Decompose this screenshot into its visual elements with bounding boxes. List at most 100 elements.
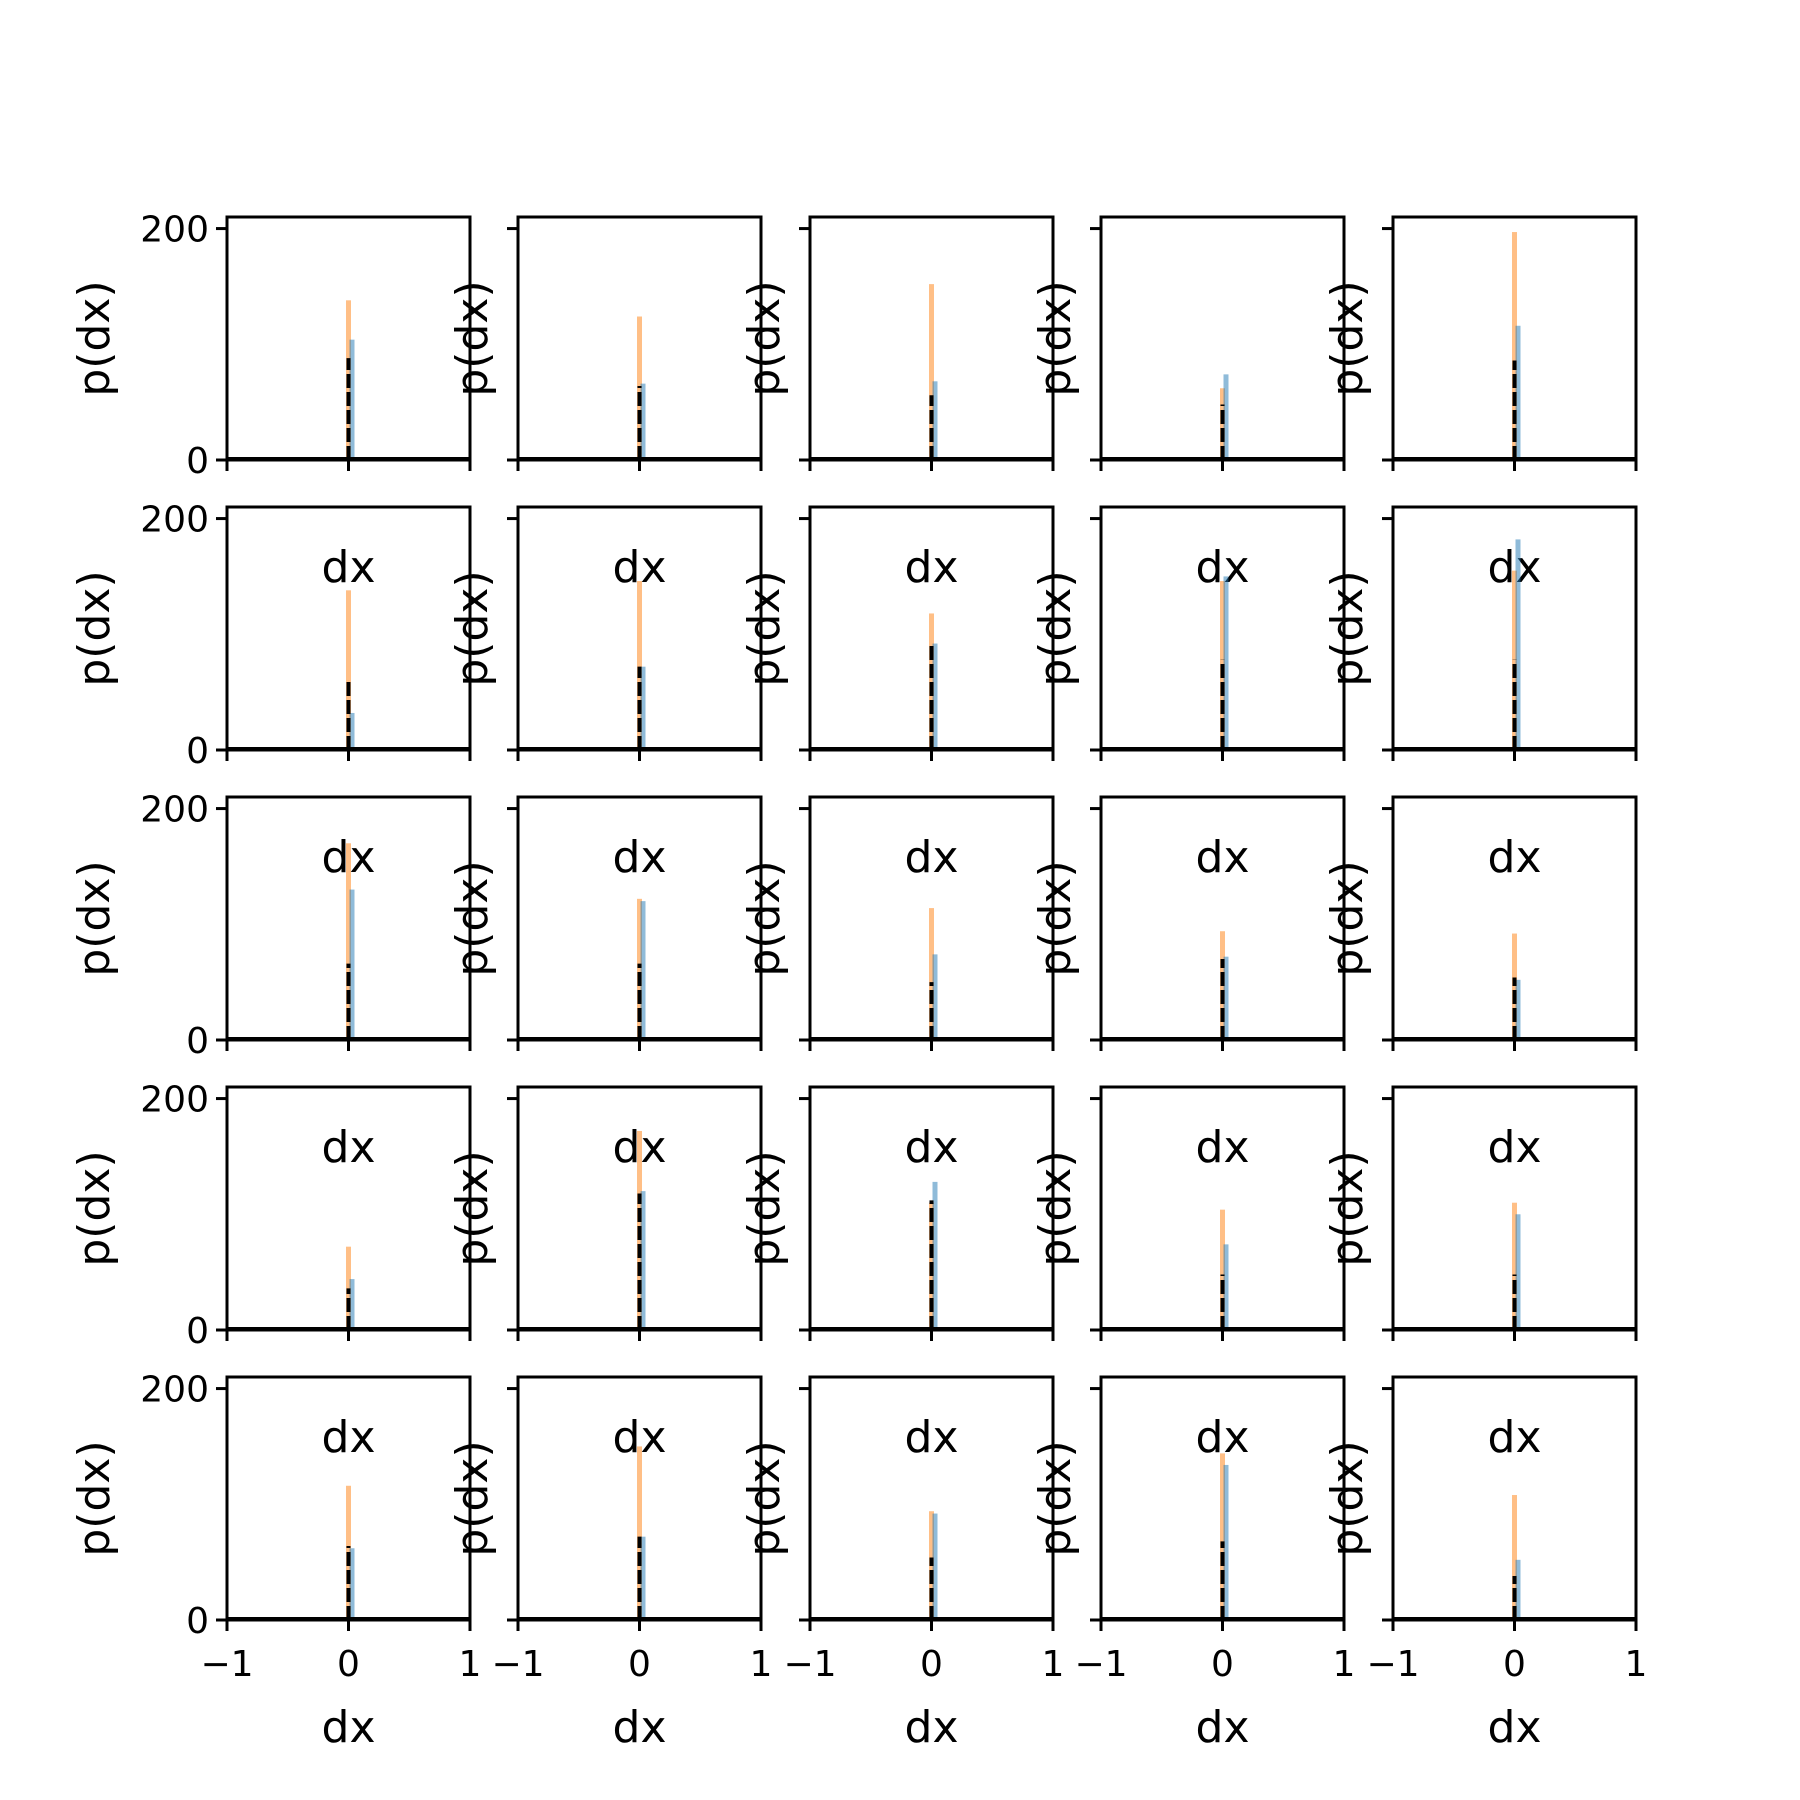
y-axis-label: p(dx) bbox=[739, 860, 790, 976]
y-tick-label: 200 bbox=[140, 790, 209, 831]
y-tick-label: 200 bbox=[140, 500, 209, 541]
subplot-r3-c2: dx p(dx) bbox=[447, 795, 763, 1173]
y-axis-label: p(dx) bbox=[1030, 1440, 1081, 1556]
blue-histogram-bar bbox=[349, 339, 355, 460]
y-tick-label: 200 bbox=[140, 210, 209, 251]
x-axis-label: dx bbox=[905, 1122, 959, 1173]
subplot-r1-c2: dxp(dx) bbox=[447, 215, 763, 593]
blue-histogram-bar bbox=[932, 381, 938, 460]
subplot-r3-c1: 0 200 dx p(dx) bbox=[69, 790, 472, 1173]
x-tick-label: 1 bbox=[1333, 1644, 1356, 1685]
orange-histogram-bar bbox=[929, 908, 934, 1040]
x-axis-label: dx bbox=[1488, 1702, 1542, 1753]
x-axis-label: dx bbox=[905, 1702, 959, 1753]
y-axis-label: p(dx) bbox=[739, 1440, 790, 1556]
blue-histogram-bar bbox=[1515, 1214, 1521, 1330]
x-axis-label: dx bbox=[905, 832, 959, 883]
blue-histogram-bar bbox=[932, 1181, 938, 1330]
y-axis-label: p(dx) bbox=[447, 1440, 498, 1556]
subplot-r1-c3: dx p(dx) bbox=[739, 215, 1055, 593]
subplot-r4-c2: dxp(dx) bbox=[447, 1085, 763, 1463]
y-axis-label: p(dx) bbox=[447, 1150, 498, 1266]
x-axis-label: dx bbox=[322, 542, 376, 593]
subplot-r4-c5: dx p(dx) bbox=[1322, 1085, 1638, 1463]
x-axis-label: dx bbox=[322, 1702, 376, 1753]
orange-histogram-bar bbox=[1220, 1209, 1225, 1330]
orange-histogram-bar bbox=[637, 898, 642, 1040]
blue-histogram-bar bbox=[1223, 576, 1229, 750]
subplot-r1-c4: dxp(dx) bbox=[1030, 215, 1346, 593]
blue-histogram-bar bbox=[640, 1536, 646, 1620]
subplot-r5-c5: −1 0 1 dx p(dx) bbox=[1322, 1375, 1648, 1753]
blue-histogram-bar bbox=[349, 712, 355, 750]
blue-histogram-bar bbox=[640, 666, 646, 750]
subplot-r2-c3: dx p(dx) bbox=[739, 505, 1055, 883]
orange-histogram-bar bbox=[1512, 933, 1517, 1040]
blue-histogram-bar bbox=[932, 1513, 938, 1620]
subplot-r4-c3: dx p(dx) bbox=[739, 1085, 1055, 1463]
subplot-r2-c5: dx p(dx) bbox=[1322, 505, 1638, 883]
subplot-r4-c1: 0 200 dx p(dx) bbox=[69, 1080, 472, 1463]
y-axis-label: p(dx) bbox=[1030, 860, 1081, 976]
blue-histogram-bar bbox=[932, 643, 938, 750]
y-tick-label: 200 bbox=[140, 1370, 209, 1411]
y-axis-label: p(dx) bbox=[739, 1150, 790, 1266]
subplot-r3-c3: dx p(dx) bbox=[739, 795, 1055, 1173]
orange-histogram-bar bbox=[1220, 1453, 1225, 1620]
blue-histogram-bar bbox=[1515, 325, 1521, 460]
y-axis-label: p(dx) bbox=[69, 570, 120, 686]
y-axis-label: p(dx) bbox=[739, 280, 790, 396]
x-axis-label: dx bbox=[1488, 832, 1542, 883]
blue-histogram-bar bbox=[932, 954, 938, 1040]
subplot-r3-c4: dx p(dx) bbox=[1030, 795, 1346, 1173]
x-axis-label: dx bbox=[1196, 1702, 1250, 1753]
x-tick-label: 1 bbox=[459, 1644, 482, 1685]
x-tick-label: −1 bbox=[1074, 1644, 1127, 1685]
subplot-r3-c5: dx p(dx) bbox=[1322, 795, 1638, 1173]
x-tick-label: 0 bbox=[628, 1644, 651, 1685]
x-tick-label: 0 bbox=[1211, 1644, 1234, 1685]
x-axis-label: dx bbox=[1488, 1412, 1542, 1463]
orange-histogram-bar bbox=[1512, 1495, 1517, 1620]
blue-histogram-bar bbox=[349, 1548, 355, 1620]
x-axis-label: dx bbox=[905, 542, 959, 593]
y-axis-label: p(dx) bbox=[739, 570, 790, 686]
blue-histogram-bar bbox=[1223, 374, 1229, 460]
y-axis-label: p(dx) bbox=[1322, 1440, 1373, 1556]
orange-histogram-bar bbox=[1512, 570, 1517, 750]
x-axis-label: dx bbox=[613, 1702, 667, 1753]
x-tick-label: −1 bbox=[1366, 1644, 1419, 1685]
orange-histogram-bar bbox=[637, 581, 642, 750]
orange-histogram-bar bbox=[1512, 232, 1517, 460]
y-tick-label: 0 bbox=[186, 731, 209, 772]
y-axis-label: p(dx) bbox=[1030, 280, 1081, 396]
y-axis-label: p(dx) bbox=[447, 570, 498, 686]
x-tick-label: 0 bbox=[920, 1644, 943, 1685]
x-tick-label: 0 bbox=[1503, 1644, 1526, 1685]
subplot-r1-c1: 0 200 dx p(dx) bbox=[69, 210, 472, 593]
blue-histogram-bar bbox=[1223, 956, 1229, 1040]
blue-histogram-bar bbox=[640, 901, 646, 1040]
subplot-r5-c2: −1 0 1 dx p(dx) bbox=[447, 1375, 772, 1753]
blue-histogram-bar bbox=[640, 383, 646, 460]
y-axis-label: p(dx) bbox=[69, 860, 120, 976]
orange-histogram-bar bbox=[346, 1246, 351, 1330]
y-axis-label: p(dx) bbox=[447, 280, 498, 396]
x-tick-label: 0 bbox=[337, 1644, 360, 1685]
x-tick-label: 1 bbox=[1625, 1644, 1648, 1685]
y-tick-label: 0 bbox=[186, 1601, 209, 1642]
subplot-r1-c5: dxp(dx) bbox=[1322, 215, 1638, 593]
y-axis-label: p(dx) bbox=[69, 1150, 120, 1266]
x-axis-label: dx bbox=[905, 1412, 959, 1463]
x-tick-label: −1 bbox=[783, 1644, 836, 1685]
subplot-r5-c3: −1 0 1 dx p(dx) bbox=[739, 1375, 1065, 1753]
blue-histogram-bar bbox=[1515, 979, 1521, 1040]
orange-histogram-bar bbox=[929, 284, 934, 460]
y-axis-label: p(dx) bbox=[1322, 860, 1373, 976]
subplot-r2-c1: 0 200 dx p(dx) bbox=[69, 500, 472, 883]
orange-histogram-bar bbox=[1512, 1202, 1517, 1330]
orange-histogram-bar bbox=[929, 613, 934, 750]
x-tick-label: 1 bbox=[1042, 1644, 1065, 1685]
